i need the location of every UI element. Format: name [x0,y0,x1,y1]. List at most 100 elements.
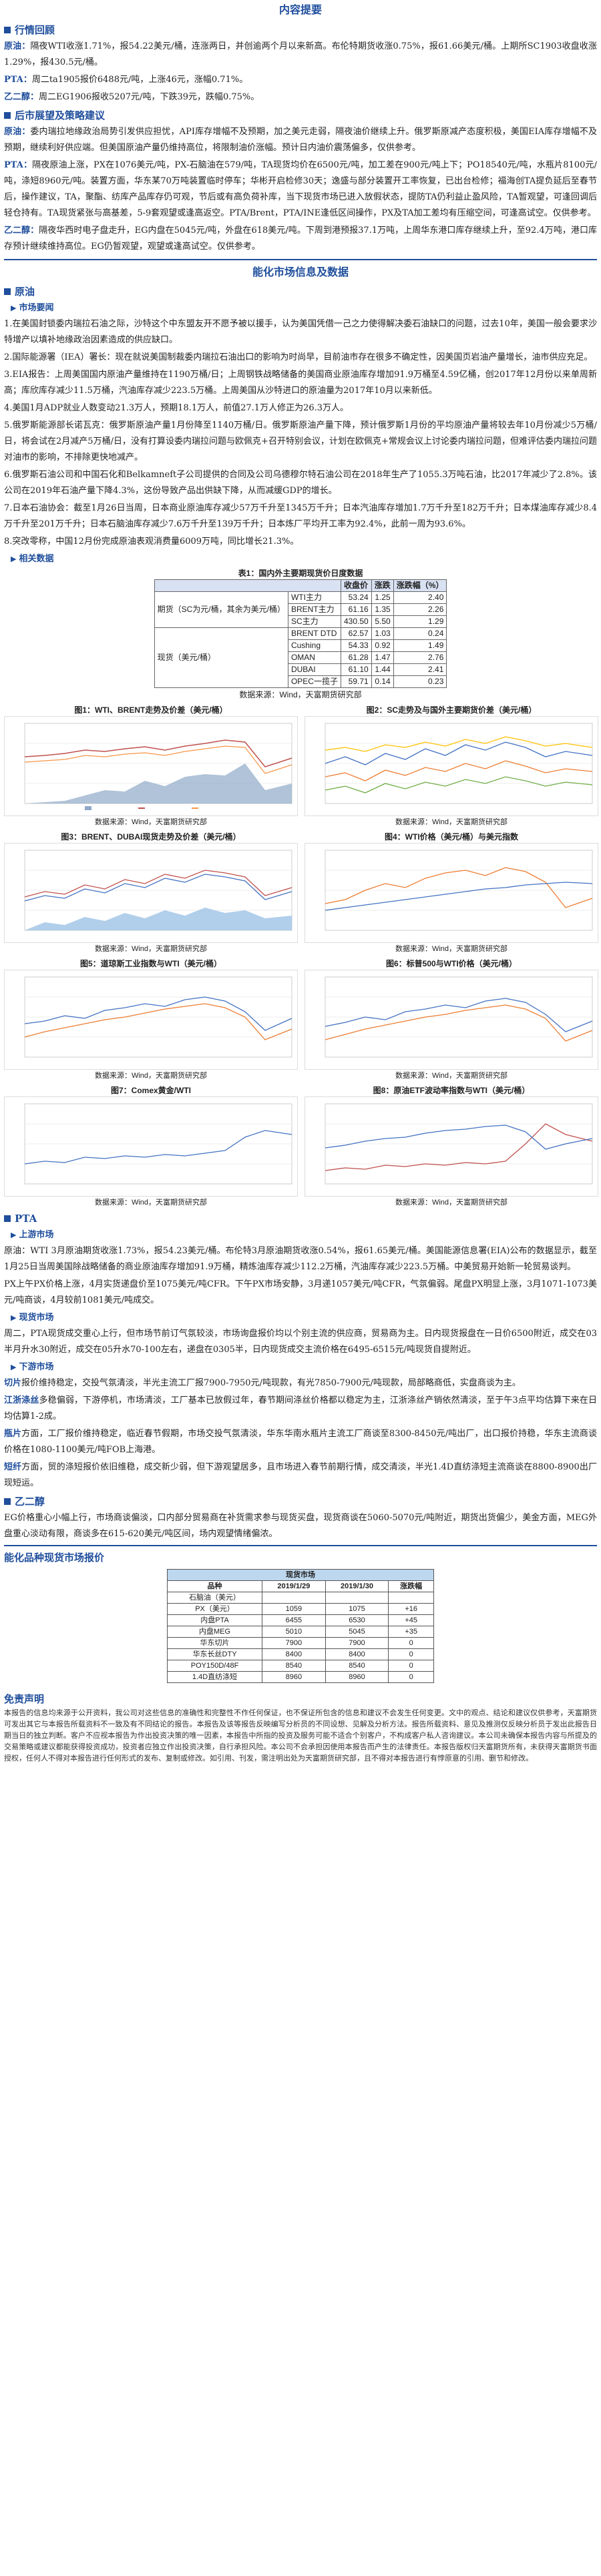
table-cell: 2.26 [393,603,447,616]
table-cell: 2.40 [393,591,447,604]
triangle-icon: ▶ [11,555,17,563]
section-pta-heading: PTA [4,1210,597,1227]
para-lead: 短纤 [4,1462,22,1472]
table-cell: 1.35 [371,603,394,616]
futures-group-label: 期货（SC为元/桶，其余为美元/桶） [154,591,288,628]
table-header-row: 收盘价 涨跌 涨跌幅（%） [154,579,447,592]
table-cell: 1.03 [371,627,394,640]
table-header-cell: 品种 [166,1580,263,1592]
doc-title: 内容提要 [278,3,322,16]
figure-caption: 图3：BRENT、DUBAI现货走势及价差（美元/桶） [61,832,241,842]
subsection-spot-heading: ▶ 现货市场 [4,1310,597,1326]
table-cell: 0.23 [393,675,447,688]
table-row: 内盘MEG 5010 5045 +35 [166,1626,434,1638]
table-cell: 61.10 [340,663,372,676]
figure-image [305,1096,598,1197]
figure-image [4,1096,298,1197]
subsection-upstream-heading: ▶ 上游市场 [4,1227,597,1243]
figure-image [305,970,598,1070]
table-header-cell: 涨跌幅 [388,1580,434,1592]
table-header-cell: 涨跌 [371,579,394,592]
table-cell: 5045 [325,1626,389,1638]
section-title: 原油 [15,286,35,298]
figure-caption: 图1：WTI、BRENT走势及价差（美元/桶） [74,705,228,715]
news-item: 8.突改零称，中国12月份完成原油表观消费量6009万吨，同比增长21.3%。 [4,537,299,547]
outlook-crude-paragraph: 原油：委内瑞拉地缘政治局势引发供应担忧，API库存增幅不及预期，加之美元走弱，隔… [4,124,597,156]
table-header-cell: 2019/1/29 [262,1580,326,1592]
table-row: Cushing 54.33 0.92 1.49 [154,639,447,652]
para-text: 隔夜华西时电子盘走升，EG内盘在5045元/吨，外盘在618美元/吨。下周到港预… [4,226,597,252]
table-cell: 62.57 [340,627,372,640]
para-lead: PTA： [4,160,33,170]
subsection-title: 市场要闻 [19,303,54,313]
table-row: 期货（SC为元/桶，其余为美元/桶） WTI主力 53.24 1.25 2.40 [154,591,447,628]
table-cell: 7900 [262,1637,326,1649]
table-cell: +16 [388,1603,434,1615]
para-text: 委内瑞拉地缘政治局势引发供应担忧，API库存增幅不及预期，加之美元走弱，隔夜油价… [4,127,597,153]
table-cell: BRENT主力 [287,603,341,616]
news-item: 2.国际能源署（IEA）署长：现在就说美国制裁委内瑞拉石油出口的影响为时尚早，目… [4,352,593,362]
figure-row: 图1：WTI、BRENT走势及价差（美元/桶） 数据来源：Wind，天富期货研究… [4,704,598,828]
outlook-pta-paragraph: PTA：隔夜原油上涨，PX在1076美元/吨，PX-石脑油在579/吨，TA现货… [4,157,597,222]
figure-image [305,843,598,943]
figure-source: 数据来源：Wind，天富期货研究部 [395,818,508,826]
section-title: 能化品种现货市场报价 [4,1552,105,1564]
table-header-cell: 收盘价 [340,579,372,592]
table-cell: 1059 [262,1603,326,1615]
table-cell: WTI主力 [287,591,341,604]
news-item: 4.美国1月ADP就业人数变动21.3万人，预期18.1万人，前值27.1万人修… [4,403,349,413]
figure-source: 数据来源：Wind，天富期货研究部 [94,818,208,826]
table-header-cell: 现货市场 [167,1569,434,1581]
review-meg-paragraph: 乙二醇：周二EG1906报收5207元/吨，下跌39元，跌幅0.75%。 [4,89,597,105]
table-cell: 54.33 [340,639,372,652]
section-title: 行情回顾 [15,24,55,36]
para-lead: 切片 [4,1378,22,1388]
table-cell: 53.24 [340,591,372,604]
triangle-icon: ▶ [11,1313,17,1322]
table-cell: 2.76 [393,651,447,664]
section-crude-heading: 原油 [4,283,597,300]
figure-6: 图6：标普500与WTI价格（美元/桶） 数据来源：Wind，天富期货研究部 [305,958,598,1082]
table-row: 石脑油（美元） [166,1592,434,1604]
table-cell: 0 [388,1660,434,1672]
subsection-news-heading: ▶ 市场要闻 [4,300,597,316]
table-header-row: 品种 2019/1/29 2019/1/30 涨跌幅 [166,1580,434,1592]
section-title: 后市展望及策略建议 [15,109,106,121]
para-lead: 江浙涤丝 [4,1395,39,1405]
table-cell: 0 [388,1671,434,1683]
table-cell: 8960 [262,1671,326,1683]
table-cell: 0.24 [393,627,447,640]
news-item: 6.俄罗斯石油公司和中国石化和Belkamneft子公司提供的合同及公司乌德穆尔… [4,470,597,496]
downstream-paragraph: 瓶片方面，工厂报价维持稳定，临近春节假期，市场交投气氛清淡，华东华南水瓶片主流工… [4,1426,597,1458]
figure-4: 图4：WTI价格（美元/桶）与美元指数 数据来源：Wind，天富期货研究部 [305,831,598,955]
triangle-icon: ▶ [11,1363,17,1371]
subsection-data-heading: ▶ 相关数据 [4,551,597,567]
figure-1: 图1：WTI、BRENT走势及价差（美元/桶） 数据来源：Wind，天富期货研究… [4,704,298,828]
table-cell: 8960 [325,1671,389,1683]
table-cell: BRENT DTD [287,627,341,640]
spot-price-table: 现货市场 品种 2019/1/29 2019/1/30 涨跌幅 石脑油（美元） … [166,1569,434,1683]
para-lead: 原油： [4,127,31,137]
divider [4,259,597,260]
table-cell: +45 [388,1614,434,1626]
news-item: 5.俄罗斯能源部长诺瓦克：俄罗斯原油产量1月份降至1140万桶/日。俄罗斯原油产… [4,420,597,462]
table-cell: 0.92 [371,639,394,652]
subsection-title: 上游市场 [19,1230,54,1240]
table-header-cell [154,579,341,592]
table-header-cell: 2019/1/30 [325,1580,389,1592]
table-cell: SC主力 [287,615,341,628]
table-cell [262,1592,326,1604]
table-header-cell: 涨跌幅（%） [393,579,447,592]
table-cell: 61.16 [340,603,372,616]
table-cell: 0 [388,1648,434,1660]
spot-market-paragraph: 周二，PTA现货成交重心上行，但市场节前订气氛较淡，市场询盘报价均以个别主流的供… [4,1329,597,1355]
table-cell: 1.44 [371,663,394,676]
para-text: 周二ta1905报价6488元/吨，上涨46元，涨幅0.71%。 [31,75,248,85]
table-cell: 1.25 [371,591,394,604]
figure-caption: 图8：原油ETF波动率指数与WTI（美元/桶） [373,1086,530,1095]
divider [4,1545,597,1546]
table-cell: 8400 [262,1648,326,1660]
table-cell: 8540 [325,1660,389,1672]
figure-image [4,970,298,1070]
table-cell: 华东切片 [166,1637,263,1649]
